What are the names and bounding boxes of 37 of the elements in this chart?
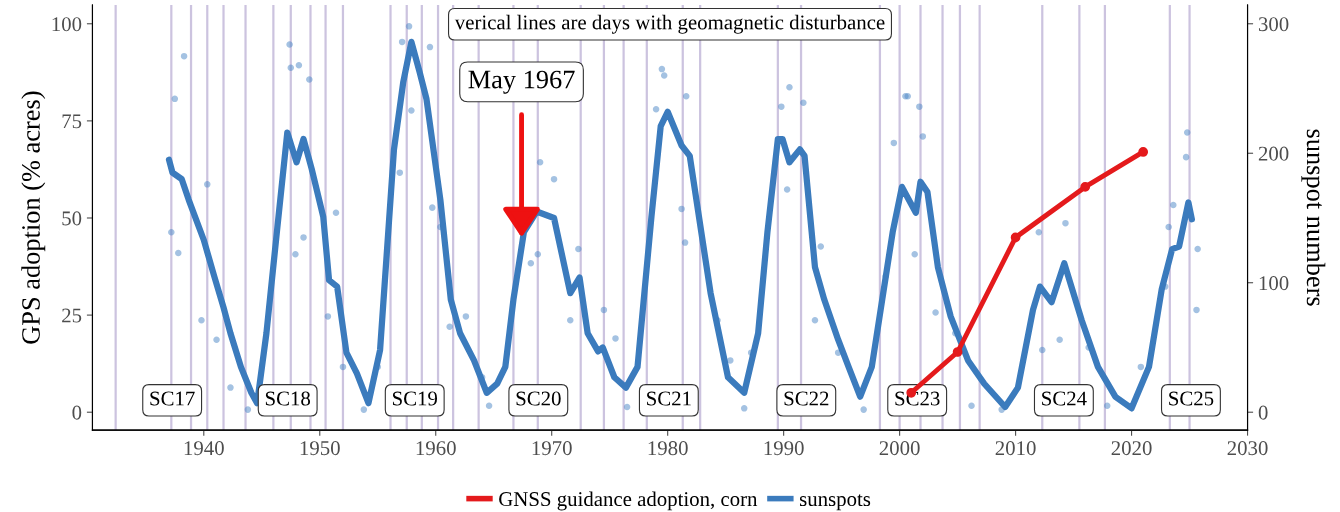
annotation: SC24	[1042, 391, 1087, 406]
annotation: SC18	[265, 391, 311, 406]
x-tick-label: 1960	[416, 441, 456, 456]
annotation: SC17	[150, 391, 195, 406]
point	[952, 347, 963, 357]
y2-axis-title: sunspot numbers	[1301, 129, 1326, 306]
x-tick-label: 2000	[879, 441, 920, 456]
y-tick-label: 0	[72, 405, 82, 420]
x-tick-label: 2010	[995, 441, 1036, 456]
y2-tick-label: 300	[1258, 17, 1289, 32]
point	[1138, 147, 1149, 157]
y2-tick-label: 0	[1258, 405, 1268, 420]
annotation: verical lines are days with geomagnetic disturbance	[454, 14, 885, 34]
y-axis-title: GPS adoption (% acres)	[21, 91, 46, 344]
x-tick-label: 1990	[764, 441, 804, 456]
y-tick-label: 75	[62, 114, 82, 129]
x-tick-label: 1940	[184, 441, 224, 456]
x-tick-label: 1980	[648, 441, 688, 456]
legend-label: GNSS guidance adoption, corn	[499, 491, 758, 511]
point	[1080, 182, 1091, 192]
y2-tick-label: 100	[1259, 276, 1289, 291]
legend-label: sunspots	[799, 494, 871, 511]
annotation: SC19	[392, 391, 438, 406]
annotation: SC21	[647, 391, 691, 406]
annotation: May 1967	[468, 70, 575, 94]
x-tick-label: 2020	[1111, 441, 1152, 456]
x-tick-label: 2030	[1227, 441, 1268, 456]
annotation: SC20	[516, 391, 561, 406]
y-tick-label: 50	[62, 211, 82, 226]
y-tick-label: 100	[52, 17, 82, 32]
point	[1010, 232, 1021, 243]
y2-tick-label: 200	[1258, 146, 1289, 161]
y-tick-label: 25	[62, 308, 82, 323]
x-tick-label: 1950	[300, 441, 340, 456]
annotation: SC22	[784, 391, 829, 406]
x-tick-label: 1970	[532, 441, 572, 456]
annotation: SC25	[1169, 391, 1214, 406]
